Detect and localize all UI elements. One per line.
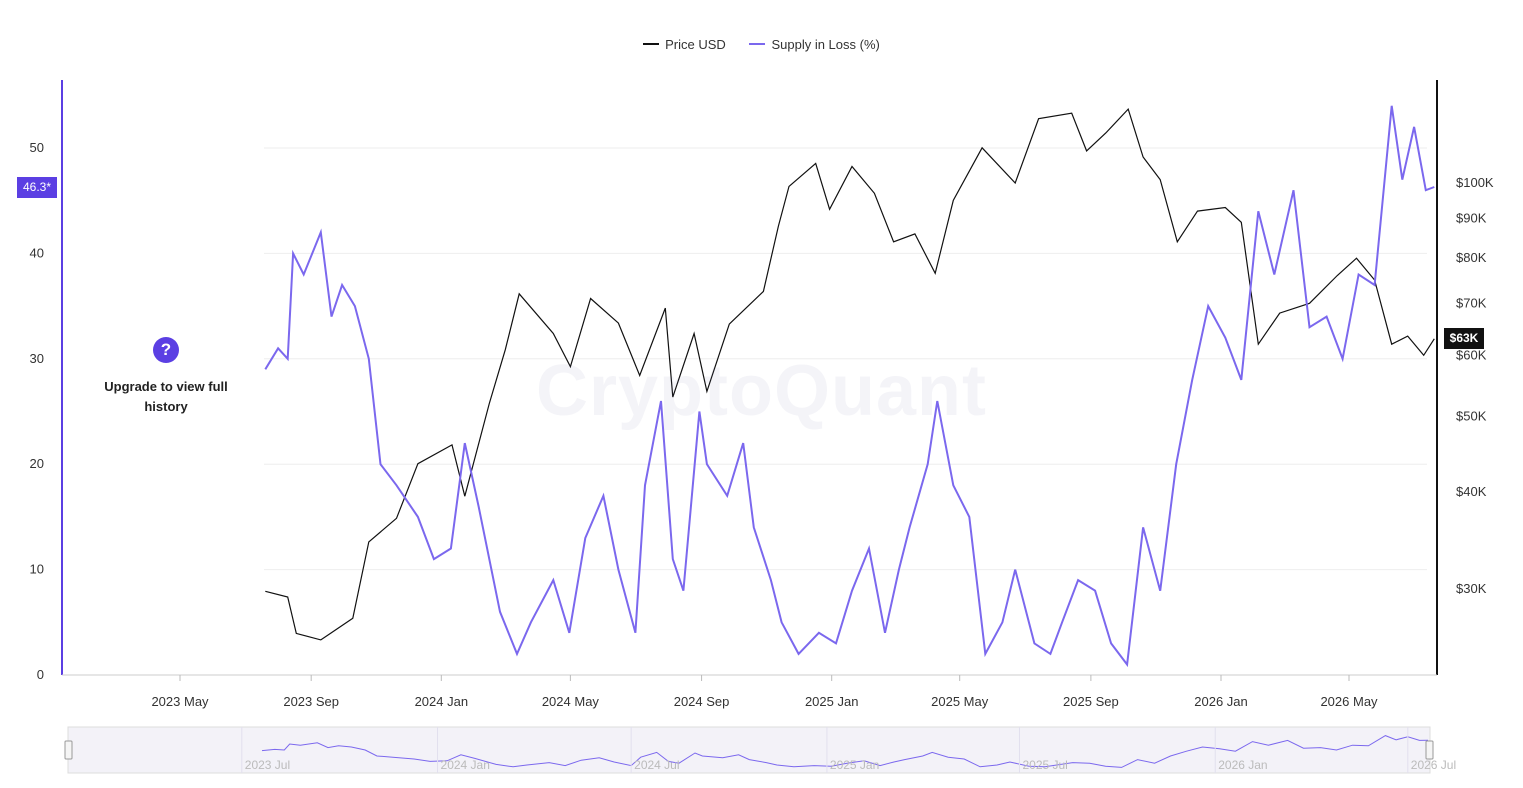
navigator-tick-label: 2026 Jul [1411, 758, 1456, 772]
left-tick-label: 20 [30, 456, 44, 471]
left-tick-label: 0 [37, 667, 44, 682]
x-tick-label: 2025 Sep [1063, 694, 1119, 709]
right-tick-label: $80K [1456, 250, 1487, 265]
right-tick-label: $100K [1456, 175, 1494, 190]
x-tick-label: 2023 May [151, 694, 209, 709]
navigator-tick-label: 2024 Jul [634, 758, 679, 772]
navigator-series [261, 735, 1429, 768]
supply-in-loss-line [264, 105, 1435, 668]
right-tick-label: $70K [1456, 295, 1487, 310]
x-tick-label: 2024 May [542, 694, 600, 709]
current-supply-flag: 46.3* [17, 177, 57, 198]
legend-label-price: Price USD [665, 36, 726, 52]
legend-swatch-supply [749, 43, 766, 45]
navigator-right-handle[interactable] [1425, 740, 1434, 760]
right-tick-label: $60K [1456, 347, 1487, 362]
navigator-tick-label: 2026 Jan [1218, 758, 1267, 772]
upgrade-panel[interactable]: ? Upgrade to view full history [96, 337, 236, 417]
x-tick-label: 2026 May [1320, 694, 1378, 709]
navigator-tick-label: 2025 Jul [1022, 758, 1067, 772]
legend-swatch-price [643, 43, 660, 45]
x-tick-label: 2023 Sep [283, 694, 339, 709]
current-price-flag: $63K [1444, 328, 1484, 349]
right-tick-label: $50K [1456, 409, 1487, 424]
right-tick-label: $90K [1456, 211, 1487, 226]
left-tick-label: 50 [30, 140, 44, 155]
x-tick-label: 2026 Jan [1194, 694, 1248, 709]
upgrade-text: Upgrade to view full history [104, 379, 228, 414]
legend-item-price[interactable]: Price USD [643, 37, 726, 52]
left-tick-label: 30 [30, 351, 44, 366]
price-usd-line [265, 107, 1435, 641]
x-tick-label: 2024 Sep [674, 694, 730, 709]
watermark: CryptoQuant [536, 351, 987, 431]
right-tick-label: $40K [1456, 484, 1487, 499]
navigator-tick-label: 2025 Jan [830, 758, 879, 772]
x-tick-label: 2025 Jan [805, 694, 859, 709]
x-tick-label: 2025 May [931, 694, 989, 709]
navigator-left-handle[interactable] [64, 740, 73, 760]
x-tick-label: 2024 Jan [415, 694, 469, 709]
chart-legend: Price USD Supply in Loss (%) [0, 33, 1523, 52]
question-icon[interactable]: ? [153, 337, 179, 363]
legend-label-supply: Supply in Loss (%) [771, 36, 880, 52]
right-tick-label: $30K [1456, 581, 1487, 596]
navigator-tick-label: 2024 Jan [441, 758, 490, 772]
legend-item-supply-in-loss[interactable]: Supply in Loss (%) [749, 36, 880, 52]
left-tick-label: 10 [30, 562, 44, 577]
navigator [67, 726, 1431, 774]
left-tick-label: 40 [30, 245, 44, 260]
navigator-tick-label: 2023 Jul [245, 758, 290, 772]
